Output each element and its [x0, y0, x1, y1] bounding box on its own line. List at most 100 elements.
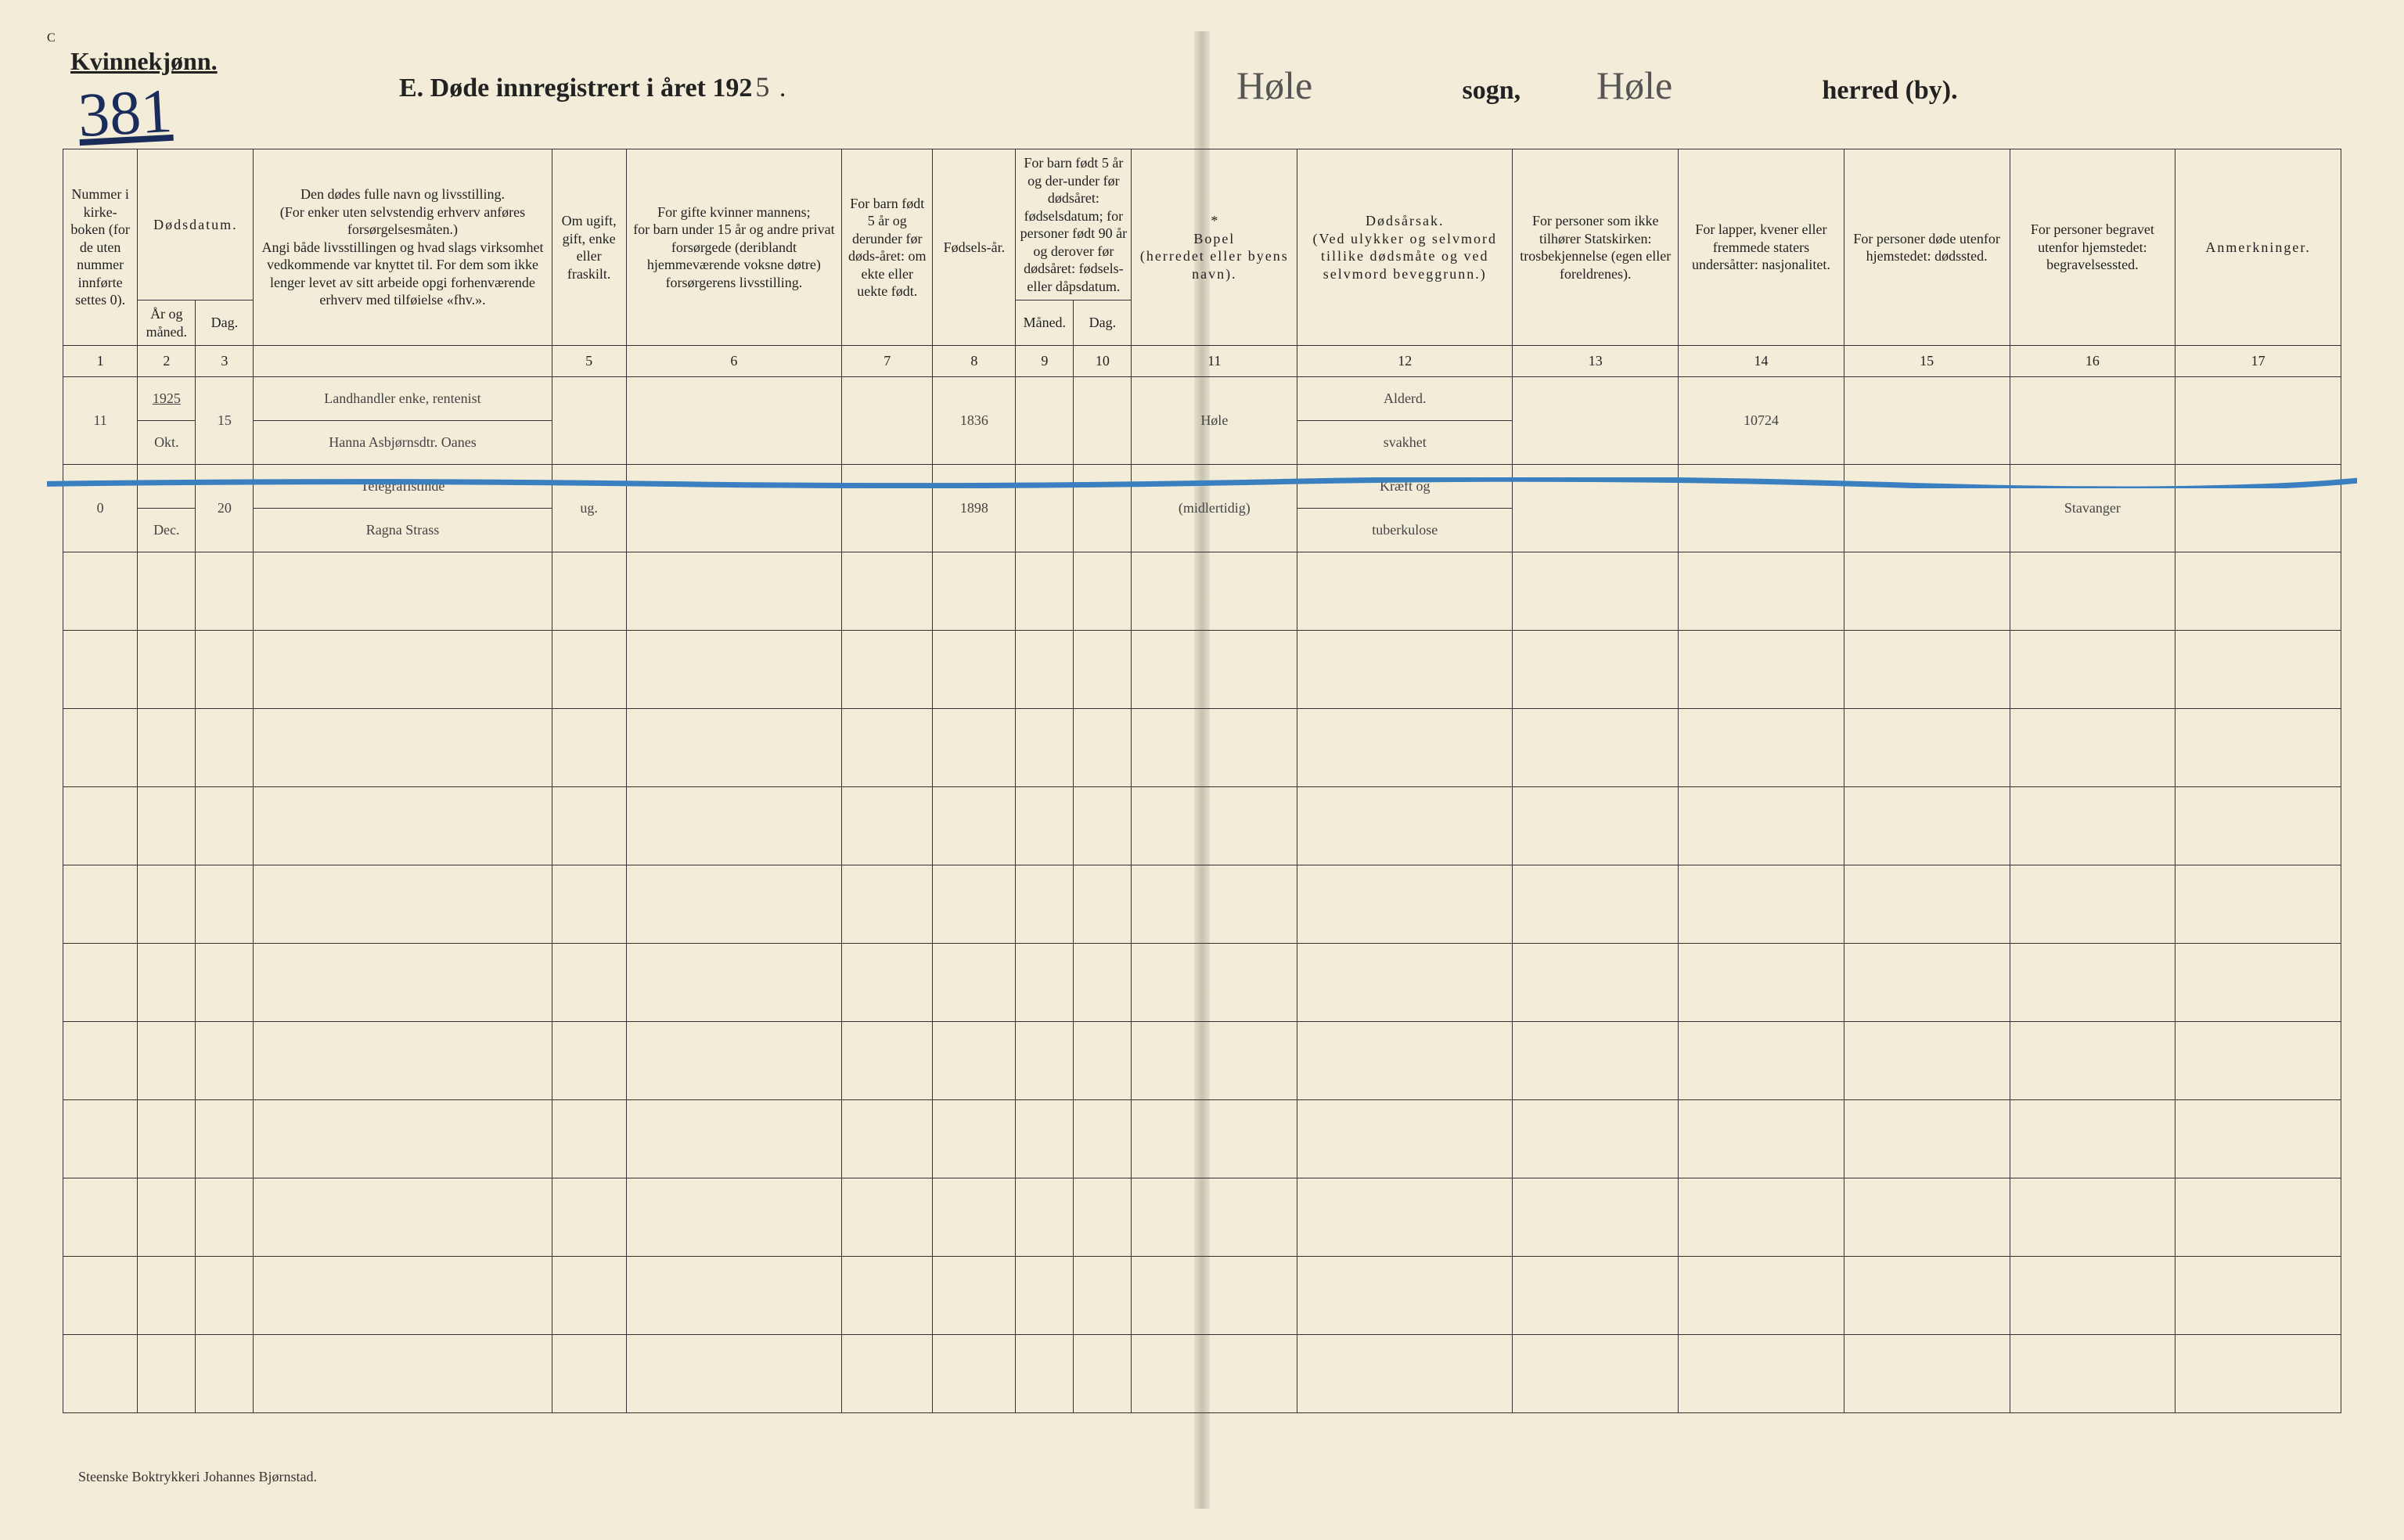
col4-head: Den dødes fulle navn og livsstilling. (F…	[254, 149, 552, 346]
cell-name-line2: Hanna Asbjørnsdtr. Oanes	[254, 421, 552, 465]
cell-legit	[842, 465, 933, 552]
empty-cell	[1297, 552, 1513, 631]
empty-cell	[2010, 709, 2175, 787]
empty-cell	[552, 944, 626, 1022]
col13-head: For personer som ikke tilhører Statskirk…	[1513, 149, 1679, 346]
empty-cell	[1132, 944, 1297, 1022]
cell-nationality	[1679, 465, 1844, 552]
empty-cell	[933, 1178, 1016, 1257]
empty-cell	[552, 1257, 626, 1335]
empty-cell	[2175, 1257, 2341, 1335]
empty-cell	[1844, 1257, 2010, 1335]
header-row: Kvinnekjønn. 381 E. Døde innregistrert i…	[47, 47, 2357, 125]
colnum-15: 15	[1844, 346, 2010, 377]
empty-cell	[1132, 1335, 1297, 1413]
empty-cell	[1016, 1178, 1074, 1257]
empty-cell	[842, 1100, 933, 1178]
empty-cell	[1016, 552, 1074, 631]
empty-cell	[933, 709, 1016, 787]
cell-legit	[842, 377, 933, 465]
empty-cell	[2175, 944, 2341, 1022]
colnum-3: 3	[196, 346, 254, 377]
table-row-empty	[63, 1100, 2341, 1178]
empty-cell	[2010, 944, 2175, 1022]
empty-cell	[1074, 552, 1132, 631]
empty-cell	[842, 552, 933, 631]
dodsdatum-label: Dødsdatum.	[153, 217, 238, 232]
colnum-1: 1	[63, 346, 138, 377]
empty-cell	[626, 944, 841, 1022]
col12-head: Dødsårsak. (Ved ulykker og selvmord till…	[1297, 149, 1513, 346]
empty-cell	[1844, 865, 2010, 944]
empty-cell	[2175, 787, 2341, 865]
empty-cell	[626, 1178, 841, 1257]
ledger-table: Nummer i kirke-boken (for de uten nummer…	[63, 149, 2341, 1413]
empty-cell	[196, 1178, 254, 1257]
col12-text: Dødsårsak. (Ved ulykker og selvmord till…	[1313, 213, 1497, 282]
empty-cell	[552, 865, 626, 944]
col9-10-top: For barn født 5 år og der-under før døds…	[1016, 149, 1132, 300]
empty-cell	[1297, 1257, 1513, 1335]
cell-nationality: 10724	[1679, 377, 1844, 465]
col17-head: Anmerkninger.	[2175, 149, 2341, 346]
empty-cell	[1132, 631, 1297, 709]
empty-cell	[2010, 865, 2175, 944]
ledger-page: Kvinnekjønn. 381 E. Døde innregistrert i…	[47, 31, 2357, 1509]
colnum-11: 11	[1132, 346, 1297, 377]
table-row: 020Telegrafistindeug.1898(midlertidig)Kr…	[63, 465, 2341, 509]
empty-cell	[1074, 865, 1132, 944]
table-row: 11192515Landhandler enke, rentenist1836H…	[63, 377, 2341, 421]
empty-cell	[2175, 709, 2341, 787]
empty-cell	[254, 1178, 552, 1257]
empty-cell	[63, 1022, 138, 1100]
table-row-empty	[63, 865, 2341, 944]
col10-head: Dag.	[1074, 300, 1132, 346]
empty-cell	[1297, 631, 1513, 709]
empty-cell	[1132, 1257, 1297, 1335]
empty-cell	[2010, 631, 2175, 709]
cell-month: Okt.	[138, 421, 196, 465]
empty-cell	[2175, 552, 2341, 631]
empty-cell	[1844, 1178, 2010, 1257]
cell-year	[138, 465, 196, 509]
empty-cell	[552, 1178, 626, 1257]
cell-year: 1925	[138, 377, 196, 421]
empty-cell	[63, 709, 138, 787]
empty-cell	[196, 1100, 254, 1178]
empty-cell	[933, 944, 1016, 1022]
empty-cell	[842, 631, 933, 709]
colnum-12: 12	[1297, 346, 1513, 377]
colnum-7: 7	[842, 346, 933, 377]
empty-cell	[1132, 865, 1297, 944]
cell-faith	[1513, 465, 1679, 552]
empty-cell	[63, 631, 138, 709]
empty-cell	[1679, 1100, 1844, 1178]
empty-cell	[138, 944, 196, 1022]
empty-cell	[2175, 631, 2341, 709]
empty-cell	[842, 1257, 933, 1335]
empty-cell	[1132, 552, 1297, 631]
table-row-empty	[63, 787, 2341, 865]
table-row-empty	[63, 1022, 2341, 1100]
empty-cell	[2010, 1100, 2175, 1178]
empty-cell	[626, 1335, 841, 1413]
empty-cell	[1297, 1178, 1513, 1257]
empty-cell	[2175, 1022, 2341, 1100]
cell-cause-line1: Kræft og	[1297, 465, 1513, 509]
empty-cell	[1679, 944, 1844, 1022]
cell-birth-d	[1074, 465, 1132, 552]
cell-remarks	[2175, 465, 2341, 552]
empty-cell	[842, 1335, 933, 1413]
empty-cell	[552, 1335, 626, 1413]
empty-cell	[1513, 1100, 1679, 1178]
empty-cell	[1679, 1257, 1844, 1335]
cell-num: 0	[63, 465, 138, 552]
empty-cell	[552, 631, 626, 709]
empty-cell	[196, 1022, 254, 1100]
empty-cell	[2010, 787, 2175, 865]
empty-cell	[2175, 865, 2341, 944]
empty-cell	[1016, 1022, 1074, 1100]
cell-remarks	[2175, 377, 2341, 465]
empty-cell	[1844, 1100, 2010, 1178]
title-prefix: E. Døde innregistrert i året 192	[399, 74, 752, 103]
